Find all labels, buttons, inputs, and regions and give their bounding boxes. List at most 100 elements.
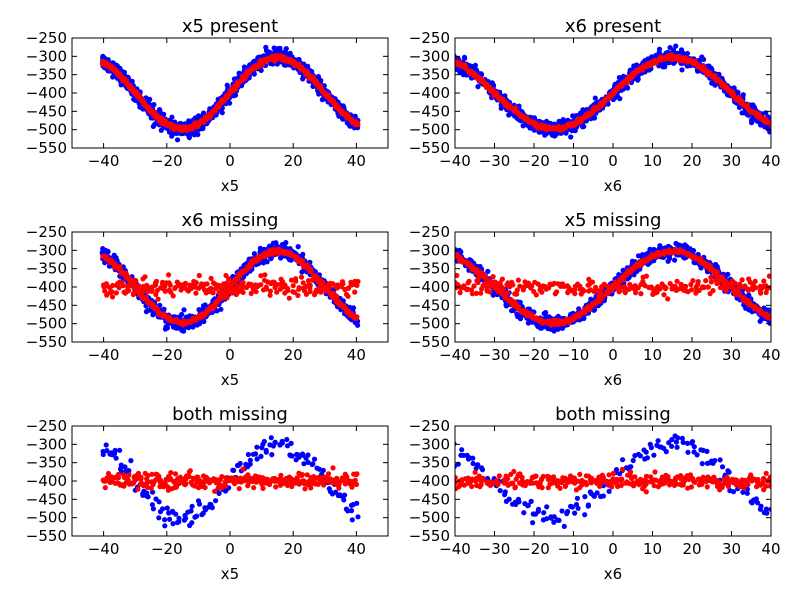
data-point-series-1 <box>503 303 509 309</box>
data-point-series-2 <box>192 316 198 322</box>
data-point-series-2 <box>554 124 561 131</box>
data-point-series-3 <box>113 290 119 296</box>
data-point-series-3 <box>109 294 116 300</box>
data-point-series-3 <box>240 280 246 286</box>
data-point-series-1 <box>679 67 685 73</box>
x-tick-label: 20 <box>284 346 303 364</box>
data-point-series-1 <box>625 85 631 91</box>
data-point-series-3 <box>125 284 131 290</box>
data-point-series-1 <box>461 54 468 60</box>
x-axis-label: x5 <box>221 177 239 195</box>
y-tick-label: −550 <box>409 139 450 157</box>
data-point-series-2 <box>639 65 645 71</box>
data-point-series-3 <box>193 290 199 296</box>
data-point-series-3 <box>224 295 230 301</box>
data-point-series-2 <box>141 296 147 302</box>
data-point-series-3 <box>248 290 254 296</box>
data-point-series-3 <box>318 289 324 295</box>
data-point-series-2 <box>117 264 123 270</box>
data-point-series-3 <box>182 280 189 286</box>
data-point-series-3 <box>110 282 116 289</box>
data-point-series-2 <box>126 274 132 280</box>
x-tick-label: −10 <box>558 152 590 170</box>
data-point-series-1 <box>485 268 491 274</box>
data-point-series-1 <box>121 69 127 75</box>
data-point-series-1 <box>263 44 269 51</box>
data-point-series-2 <box>646 62 652 68</box>
y-tick-label: −450 <box>26 296 67 314</box>
data-point-series-2 <box>221 98 227 104</box>
data-point-series-3 <box>290 283 296 289</box>
data-point-series-2 <box>231 87 237 93</box>
data-point-series-1 <box>157 107 163 113</box>
data-point-series-1 <box>179 311 185 318</box>
chart-panel-2: −250−300−350−400−450−500−550−40 −30 −20 −10… <box>409 16 781 195</box>
data-point-series-3 <box>155 296 161 302</box>
data-point-series-2 <box>490 87 496 93</box>
data-point-series-3 <box>144 287 150 294</box>
data-point-series-2 <box>240 269 246 275</box>
data-point-series-2 <box>300 258 306 264</box>
data-point-series-3 <box>131 282 137 288</box>
data-point-series-2 <box>625 79 631 85</box>
data-point-series-1 <box>201 318 207 325</box>
data-point-series-1 <box>300 251 306 257</box>
data-point-series-3 <box>352 289 358 295</box>
data-point-series-1 <box>614 93 621 99</box>
data-point-series-2 <box>132 89 138 95</box>
data-point-series-2 <box>310 272 317 278</box>
y-tick-label: −350 <box>26 260 67 278</box>
data-point-series-1 <box>352 113 358 119</box>
data-point-series-2 <box>202 116 208 122</box>
data-point-series-3 <box>315 278 322 284</box>
x-tick-label: −40 <box>88 152 120 170</box>
data-point-series-1 <box>219 110 225 116</box>
data-point-series-3 <box>102 288 108 294</box>
data-point-series-1 <box>181 328 187 334</box>
y-tick-label: −550 <box>26 333 67 351</box>
data-point-series-1 <box>299 269 305 275</box>
data-point-series-3 <box>343 291 350 297</box>
data-point-series-1 <box>572 128 578 134</box>
data-point-series-3 <box>258 273 264 279</box>
data-point-series-3 <box>303 291 309 297</box>
data-point-series-1 <box>701 56 707 63</box>
data-point-series-2 <box>336 299 342 305</box>
data-point-series-1 <box>673 43 679 49</box>
data-point-series-1 <box>273 240 279 246</box>
chart-panel-1: −250−300−350−400−450−500−550−40 −20 0 20 40x… <box>26 16 389 195</box>
data-point-series-3 <box>235 288 241 294</box>
data-point-series-2 <box>590 108 596 114</box>
data-point-series-1 <box>498 105 504 111</box>
data-point-series-3 <box>262 272 268 278</box>
x-tick-label: 0 <box>225 152 235 170</box>
data-point-series-3 <box>208 275 214 281</box>
x-tick-label: −30 <box>479 152 511 170</box>
data-point-series-3 <box>142 274 148 280</box>
data-point-series-3 <box>285 286 291 292</box>
data-point-series-1 <box>169 114 175 120</box>
data-point-series-3 <box>240 289 246 295</box>
data-point-series-3 <box>311 292 318 298</box>
data-point-series-2 <box>738 99 744 105</box>
y-tick-label: −500 <box>26 315 67 333</box>
data-point-series-3 <box>228 282 234 288</box>
data-point-series-3 <box>234 283 240 290</box>
data-point-series-2 <box>751 110 757 116</box>
data-point-series-3 <box>320 283 327 289</box>
data-point-series-3 <box>247 282 253 288</box>
y-tick-label: −300 <box>26 47 67 65</box>
data-point-series-1 <box>218 306 224 312</box>
data-point-series-1 <box>227 100 233 106</box>
data-point-series-1 <box>731 85 737 91</box>
data-point-series-1 <box>490 292 496 298</box>
data-point-series-1 <box>662 61 668 67</box>
data-point-series-3 <box>263 286 269 292</box>
points-group <box>99 240 361 334</box>
data-point-series-2 <box>260 253 266 259</box>
data-point-series-3 <box>274 289 280 295</box>
data-point-series-2 <box>611 91 617 97</box>
y-tick-label: −250 <box>409 29 450 47</box>
data-point-series-2 <box>742 103 749 109</box>
